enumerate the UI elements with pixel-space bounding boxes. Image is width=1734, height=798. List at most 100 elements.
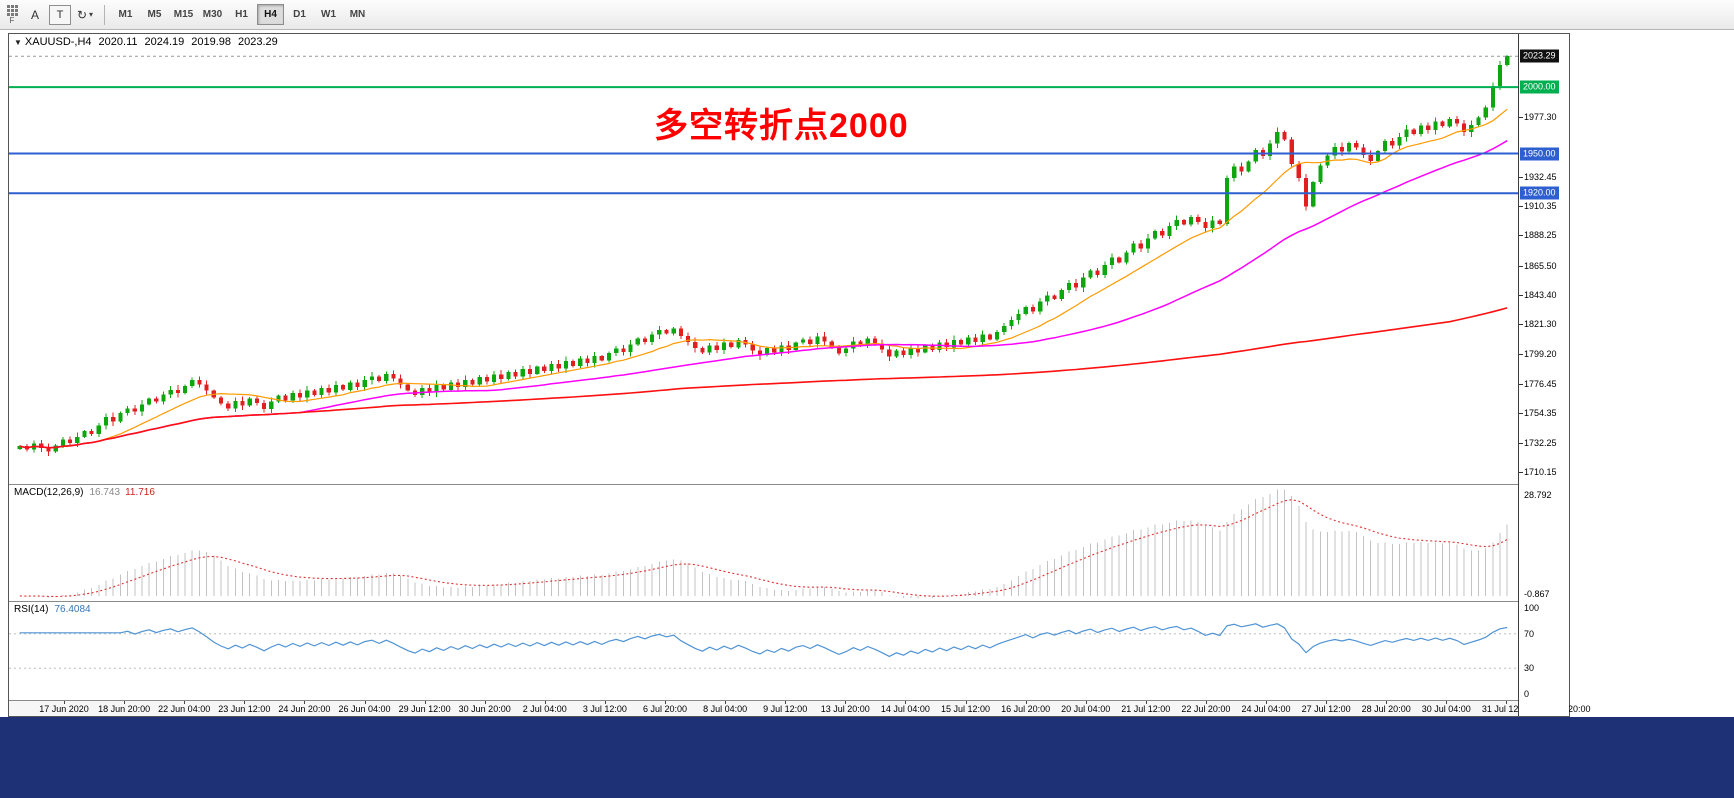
candlestick-body — [1088, 270, 1093, 278]
candlestick-body — [1390, 140, 1395, 146]
candlestick-body — [923, 345, 928, 353]
candlestick-body — [1289, 139, 1294, 165]
time-axis-label: 3 Jul 12:00 — [582, 704, 627, 714]
candles-group — [17, 55, 1510, 456]
candlestick-body — [585, 358, 590, 364]
candlestick-body — [1023, 306, 1028, 315]
price-axis-tick — [1519, 324, 1523, 326]
annotations-tool-button[interactable]: A — [23, 4, 47, 26]
candlestick-body — [1002, 326, 1007, 332]
candlestick-body — [700, 347, 705, 353]
ma-fast-line — [19, 108, 1508, 449]
candlestick-body — [844, 348, 849, 354]
candlestick-body — [125, 408, 130, 413]
price-axis-label: 1821.30 — [1524, 319, 1557, 330]
candlestick-body — [348, 382, 353, 390]
cycle-tool-button[interactable]: ↻ ▾ — [73, 4, 97, 26]
price-axis-label: 1888.25 — [1524, 230, 1557, 241]
candlestick-body — [319, 387, 324, 396]
chevron-down-icon[interactable]: ▼ — [14, 38, 22, 47]
timeframe-button-m15[interactable]: M15 — [170, 4, 197, 25]
macd-axis-max: 28.792 — [1524, 490, 1552, 500]
candlestick-body — [951, 340, 956, 348]
candlestick-body — [678, 328, 683, 336]
hline-price-badge[interactable]: 2000.00 — [1520, 80, 1559, 94]
candlestick-body — [247, 398, 252, 406]
hline-price-badge[interactable]: 1920.00 — [1520, 186, 1559, 200]
time-axis-tick — [604, 701, 606, 704]
top-toolbar: F A T ↻ ▾ M1 M5 M15 M30 H1 H4 D1 W1 MN — [0, 0, 1734, 30]
time-axis-label: 15 Jul 12:00 — [940, 704, 991, 714]
candlestick-body — [398, 378, 403, 385]
candlestick-body — [491, 374, 497, 382]
price-axis-label: 1977.30 — [1524, 112, 1557, 123]
time-axis-label: 16 Jul 20:00 — [1001, 704, 1051, 714]
candlestick-body — [1505, 56, 1510, 66]
text-tool-button[interactable]: T — [49, 4, 71, 25]
candlestick-body — [1059, 290, 1064, 299]
timeframe-button-w1[interactable]: W1 — [315, 4, 342, 25]
candlestick-body — [599, 355, 604, 361]
candlestick-body — [1332, 146, 1337, 156]
candlestick-body — [549, 363, 554, 372]
timeframe-button-h1[interactable]: H1 — [228, 4, 255, 25]
price-axis[interactable]: 1977.30 1932.45 1910.35 1888.25 1865.50 1843.… — [1518, 34, 1569, 716]
timeframe-button-h4[interactable]: H4 — [257, 4, 284, 25]
time-axis-tick — [544, 701, 546, 704]
candlestick-body — [463, 379, 468, 388]
price-axis-tick — [1519, 265, 1523, 267]
candlestick-body — [563, 361, 568, 369]
candlestick-body — [1181, 219, 1186, 225]
candlestick-body — [1325, 155, 1330, 166]
candlestick-body — [1303, 178, 1309, 207]
time-axis-label: 21 Jul 12:00 — [1121, 704, 1171, 714]
timeframe-button-d1[interactable]: D1 — [286, 4, 313, 25]
ohlc-close: 2023.29 — [238, 36, 278, 48]
candlestick-body — [139, 404, 144, 412]
candlestick-body — [650, 334, 655, 342]
candlestick-body — [470, 379, 475, 385]
time-axis-label: 17 Jun 2020 — [39, 704, 89, 714]
candlestick-body — [297, 393, 303, 398]
timeframe-button-m5[interactable]: M5 — [141, 4, 168, 25]
panel-separator — [9, 700, 1569, 701]
candlestick-body — [1217, 220, 1222, 224]
ohlc-open: 2020.11 — [98, 36, 138, 48]
candlestick-body — [1476, 117, 1481, 125]
candlestick-body — [1426, 125, 1431, 131]
time-axis-tick — [364, 701, 366, 704]
candlestick-body — [75, 436, 80, 443]
candlestick-body — [276, 395, 281, 402]
timeframe-button-mn[interactable]: MN — [344, 4, 371, 25]
time-axis[interactable]: 17 Jun 2020 18 Jun 20:00 22 Jun 04:00 23 Ju… — [9, 701, 1591, 716]
candlestick-body — [664, 330, 669, 334]
rsi-axis-label: 0 — [1524, 689, 1530, 699]
time-axis-label: 2 Jul 04:00 — [522, 704, 567, 714]
candlestick-body — [686, 336, 691, 342]
candlestick-body — [456, 382, 461, 388]
candlestick-body — [53, 445, 58, 452]
macd-histogram — [26, 489, 1508, 599]
candlestick-body — [1196, 217, 1201, 222]
time-axis-tick — [424, 701, 426, 704]
candlestick-body — [527, 369, 533, 374]
timeframe-button-m1[interactable]: M1 — [112, 4, 139, 25]
candlestick-body — [1375, 150, 1380, 161]
candlestick-body — [757, 350, 762, 356]
time-axis-label: 30 Jun 20:00 — [458, 704, 511, 714]
time-axis-label: 13 Jul 20:00 — [820, 704, 870, 714]
candlestick-body — [377, 376, 382, 382]
time-axis-label: 22 Jul 20:00 — [1181, 704, 1231, 714]
candlestick-body — [535, 366, 540, 374]
candlestick-body — [1339, 146, 1345, 152]
candlestick-body — [815, 336, 820, 344]
price-axis-label: 1843.40 — [1524, 290, 1557, 300]
candlestick-body — [880, 343, 885, 350]
hline-price-badge[interactable]: 1950.00 — [1520, 147, 1559, 160]
timeframe-button-m30[interactable]: M30 — [199, 4, 226, 25]
time-axis-tick — [1266, 701, 1267, 704]
candlestick-body — [233, 401, 238, 409]
rsi-axis-label: 30 — [1524, 663, 1535, 674]
annotation-text[interactable]: 多空转折点2000 — [654, 107, 909, 145]
candlestick-body — [362, 379, 367, 388]
